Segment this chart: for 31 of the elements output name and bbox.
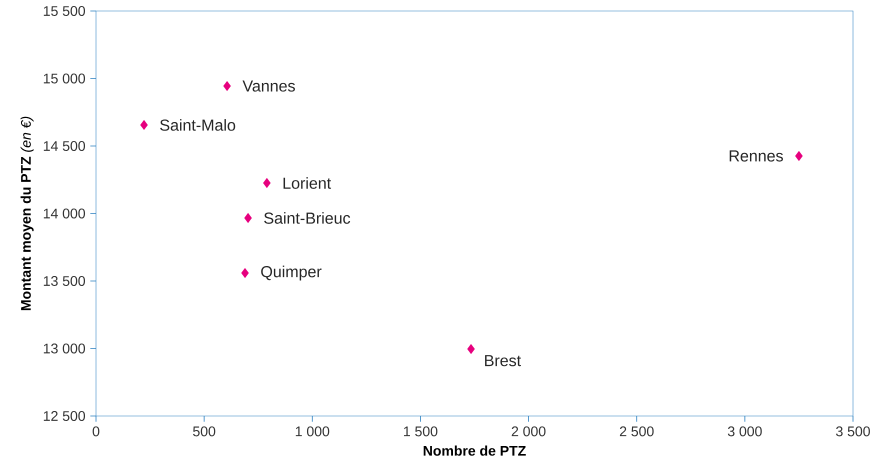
point	[241, 268, 249, 278]
point	[140, 120, 148, 130]
y-tick-label: 15 000	[44, 74, 86, 84]
x-tick-label: 2 500	[620, 426, 654, 436]
annotation: Rennes	[730, 150, 783, 162]
y-tick-label: 14 000	[44, 208, 86, 218]
y-tick-label: 13 500	[44, 276, 86, 286]
x-tick-label: 3 500	[836, 426, 870, 436]
x-tick-label: 0	[92, 426, 100, 436]
x-axis-title: Nombre de PTZ	[424, 445, 526, 456]
point	[244, 213, 252, 223]
x-tick-label: 3 000	[728, 426, 762, 436]
x-tick-label: 500	[193, 426, 216, 436]
annotation: Quimper	[261, 266, 322, 280]
annotation: Saint-Malo	[160, 119, 236, 131]
point	[795, 151, 803, 161]
annotation: Vannes	[242, 80, 295, 92]
y-tick-label: 12 500	[44, 411, 86, 421]
point	[263, 178, 271, 188]
annotation: Lorient	[284, 177, 332, 189]
y-tick-label: 13 000	[44, 344, 86, 354]
x-tick-label: 1 000	[296, 426, 330, 436]
annotation: Brest	[485, 355, 521, 366]
annotation: Saint-Brieuc	[264, 212, 350, 224]
point	[223, 81, 231, 91]
point	[467, 344, 475, 354]
y-tick-label: 14 500	[44, 141, 86, 151]
x-tick-label: 2 000	[512, 426, 546, 436]
y-tick-label: 15 500	[44, 6, 86, 16]
y-axis-title: Montant moyen du PTZ (en €)	[20, 116, 34, 310]
x-tick-label: 1 500	[404, 426, 438, 436]
